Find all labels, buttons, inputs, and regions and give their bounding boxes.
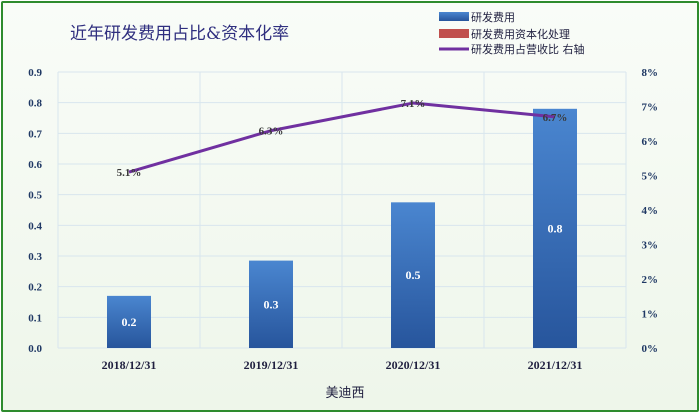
right-tick-label: 6% xyxy=(642,136,659,148)
chart-title: 近年研发费用占比&资本化率 xyxy=(70,24,289,44)
ratio-point-label: 7.1% xyxy=(401,98,426,110)
bar-data-label: 0.3 xyxy=(264,297,279,311)
ratio-line-series: 5.1% 6.3% 7.1% 6.7% xyxy=(117,98,568,179)
right-axis-ticks: 0% 1% 2% 3% 4% 5% 6% 7% 8% xyxy=(642,67,659,355)
x-tick-label: 2021/12/31 xyxy=(528,358,583,372)
legend-label-capitalization: 研发费用资本化处理 xyxy=(471,27,570,41)
left-tick-label: 0.8 xyxy=(28,98,42,110)
left-axis-ticks: 0.0 0.1 0.2 0.3 0.4 0.5 0.6 0.7 0.8 0.9 xyxy=(28,67,42,355)
bar-rd-expense xyxy=(107,295,151,348)
right-tick-label: 5% xyxy=(642,171,659,183)
left-tick-label: 0.3 xyxy=(28,251,42,263)
x-tick-label: 2018/12/31 xyxy=(102,358,157,372)
left-tick-label: 0.7 xyxy=(28,128,42,140)
right-tick-label: 4% xyxy=(642,205,659,217)
left-tick-label: 0.5 xyxy=(28,190,42,202)
legend-label-ratio-line: 研发费用占营收比 右轴 xyxy=(471,42,585,56)
bar-rd-expense xyxy=(533,108,577,348)
x-axis-label: 美迪西 xyxy=(325,386,364,401)
bar-data-label: 0.5 xyxy=(406,268,421,282)
right-tick-label: 7% xyxy=(642,102,659,114)
x-tick-label: 2020/12/31 xyxy=(386,358,441,372)
ratio-point-label: 6.3% xyxy=(259,126,284,138)
right-tick-label: 2% xyxy=(642,274,659,286)
ratio-point-label: 6.7% xyxy=(543,112,568,124)
left-tick-label: 0.6 xyxy=(28,159,42,171)
left-tick-label: 0.0 xyxy=(28,343,42,355)
legend: 研发费用 研发费用资本化处理 研发费用占营收比 右轴 xyxy=(439,10,585,56)
right-tick-label: 3% xyxy=(642,240,659,252)
legend-swatch-capitalization xyxy=(439,29,469,38)
right-tick-label: 0% xyxy=(642,343,659,355)
left-tick-label: 0.1 xyxy=(28,312,42,324)
left-tick-label: 0.9 xyxy=(28,67,42,79)
ratio-line xyxy=(128,101,556,174)
bars: 0.2 0.3 0.5 0.8 xyxy=(107,108,577,348)
ratio-point-label: 5.1% xyxy=(117,167,142,179)
bar-data-label: 0.2 xyxy=(122,315,137,329)
right-tick-label: 8% xyxy=(642,67,659,79)
legend-label-rd-expense: 研发费用 xyxy=(471,10,515,24)
x-tick-label: 2019/12/31 xyxy=(244,358,299,372)
x-axis-ticks: 2018/12/31 2019/12/31 2020/12/31 2021/12/31 xyxy=(102,358,583,372)
bar-rd-expense xyxy=(249,260,293,348)
legend-swatch-rd-expense xyxy=(439,12,469,21)
gridlines xyxy=(57,71,627,349)
bar-rd-expense xyxy=(391,202,435,348)
left-tick-label: 0.2 xyxy=(28,282,42,294)
right-tick-label: 1% xyxy=(642,309,659,321)
left-tick-label: 0.4 xyxy=(28,220,42,232)
bar-data-label: 0.8 xyxy=(548,221,563,235)
